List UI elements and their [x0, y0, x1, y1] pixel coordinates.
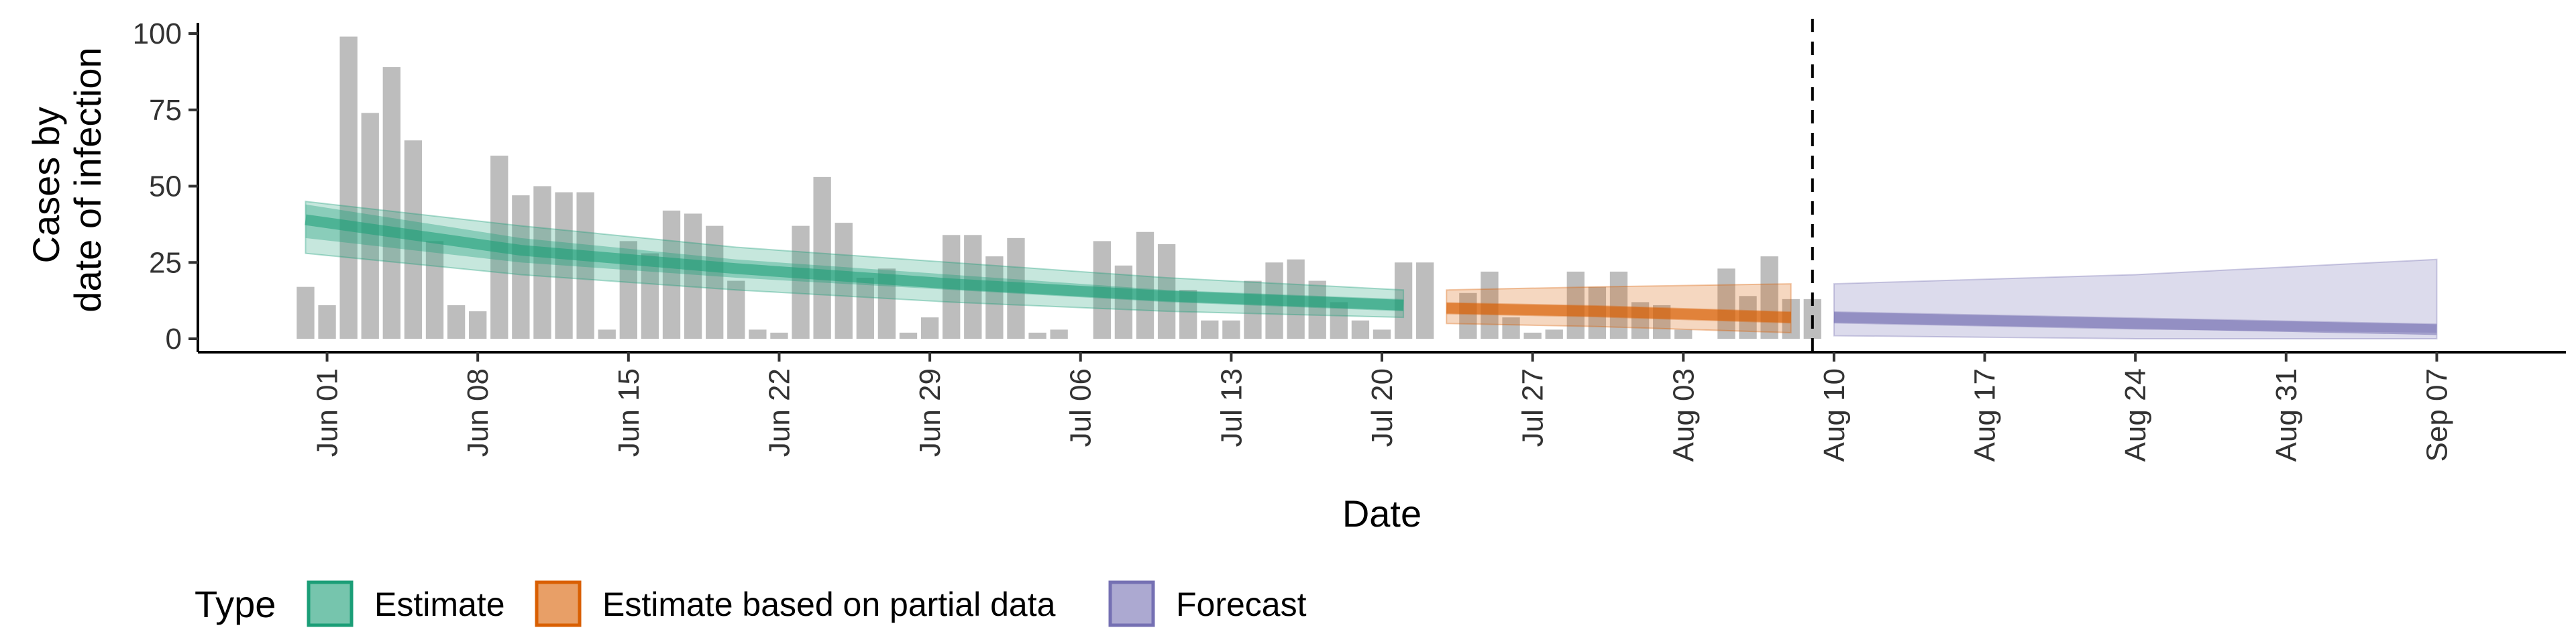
- case-bar: [1566, 271, 1585, 339]
- case-bar: [1459, 292, 1477, 339]
- case-bar: [770, 332, 788, 339]
- x-axis-title: Date: [1342, 492, 1421, 535]
- case-bar: [684, 213, 702, 339]
- case-bar: [1373, 329, 1391, 339]
- case-bar: [727, 280, 745, 339]
- case-bar: [1760, 256, 1778, 339]
- reported-cases-bars: [297, 36, 1821, 339]
- case-bar: [1201, 320, 1219, 339]
- x-tick-label: Jun 29: [914, 368, 947, 457]
- x-tick-label: Jul 27: [1517, 368, 1550, 447]
- case-bar: [512, 195, 530, 339]
- x-tick-label: Aug 03: [1667, 368, 1700, 462]
- case-bar: [899, 332, 918, 339]
- case-bar: [813, 176, 831, 339]
- x-tick-label: Aug 17: [1969, 368, 2002, 462]
- case-bar: [382, 67, 400, 339]
- y-tick-label: 0: [166, 323, 182, 356]
- case-bar: [598, 329, 616, 339]
- y-axis-ticks: 0 25 50 75 100: [133, 17, 198, 356]
- case-bar: [1674, 329, 1693, 339]
- x-tick-label: Aug 24: [2119, 368, 2152, 462]
- case-bar: [1717, 268, 1735, 339]
- case-bar: [297, 286, 315, 339]
- case-bar: [1244, 280, 1262, 339]
- case-bar: [1502, 317, 1520, 339]
- case-bar: [985, 256, 1004, 339]
- case-bar: [576, 192, 594, 339]
- x-axis-ticks: Jun 01 Jun 08 Jun 15 Jun 22 Jun 29 Jul 06 Jul …: [311, 352, 2453, 462]
- case-bar: [1028, 332, 1046, 339]
- x-tick-label: Aug 31: [2270, 368, 2303, 462]
- case-bar: [1416, 262, 1434, 339]
- case-bar: [641, 253, 659, 339]
- legend-key: [535, 580, 582, 627]
- x-tick-label: Jun 15: [612, 368, 645, 457]
- y-axis-title-line-1: Cases by: [25, 107, 67, 263]
- x-tick-label: Jul 20: [1366, 368, 1399, 447]
- case-bar: [1545, 329, 1563, 339]
- case-bar: [318, 305, 336, 339]
- legend-label: Estimate based on partial data: [602, 586, 1056, 623]
- estimate-outer-band: [305, 201, 1405, 319]
- y-tick-label: 50: [149, 170, 182, 203]
- case-bar: [447, 305, 466, 339]
- case-bar: [1308, 280, 1326, 339]
- case-bar: [555, 192, 573, 339]
- case-bar: [1523, 332, 1542, 339]
- x-tick-label: Aug 10: [1818, 368, 1851, 462]
- legend-key: [1108, 580, 1155, 627]
- estimate-median-lines: [305, 214, 2437, 335]
- case-bar: [1136, 231, 1155, 339]
- case-bar: [662, 210, 681, 339]
- legend-title: Type: [195, 583, 276, 625]
- legend-label: Forecast: [1176, 586, 1307, 623]
- case-bar: [1609, 271, 1628, 339]
- case-bar: [856, 278, 874, 339]
- case-bar: [533, 186, 551, 339]
- x-tick-label: Jun 22: [763, 368, 796, 457]
- legend: Type Estimate Estimate based on partial d…: [195, 580, 1307, 627]
- case-bar: [749, 329, 767, 339]
- case-bar: [1114, 265, 1133, 339]
- x-tick-label: Jul 06: [1065, 368, 1097, 447]
- legend-label: Estimate: [374, 586, 505, 623]
- case-bar: [1222, 320, 1240, 339]
- estimate-based-on-partial-data-median-line: [1446, 303, 1791, 323]
- case-bar: [792, 225, 810, 339]
- x-tick-label: Jun 01: [311, 368, 344, 457]
- legend-key: [307, 580, 354, 627]
- y-tick-label: 25: [149, 246, 182, 279]
- estimate-median-line: [305, 214, 1404, 311]
- y-tick-label: 100: [133, 17, 182, 50]
- x-tick-label: Jun 08: [462, 368, 494, 457]
- case-bar: [1351, 320, 1370, 339]
- case-bar: [706, 225, 724, 339]
- y-axis-title: Cases by date of infection: [25, 47, 109, 312]
- x-tick-label: Jul 13: [1215, 368, 1248, 447]
- case-bar: [920, 317, 939, 339]
- forecast-median-line: [1833, 312, 2437, 335]
- case-bar: [1050, 329, 1068, 339]
- y-tick-label: 75: [149, 94, 182, 127]
- case-bar: [339, 36, 358, 339]
- x-tick-label: Sep 07: [2420, 368, 2453, 462]
- case-bar: [469, 311, 487, 339]
- case-bar: [425, 241, 444, 339]
- y-axis-title-line-2: date of infection: [66, 47, 109, 312]
